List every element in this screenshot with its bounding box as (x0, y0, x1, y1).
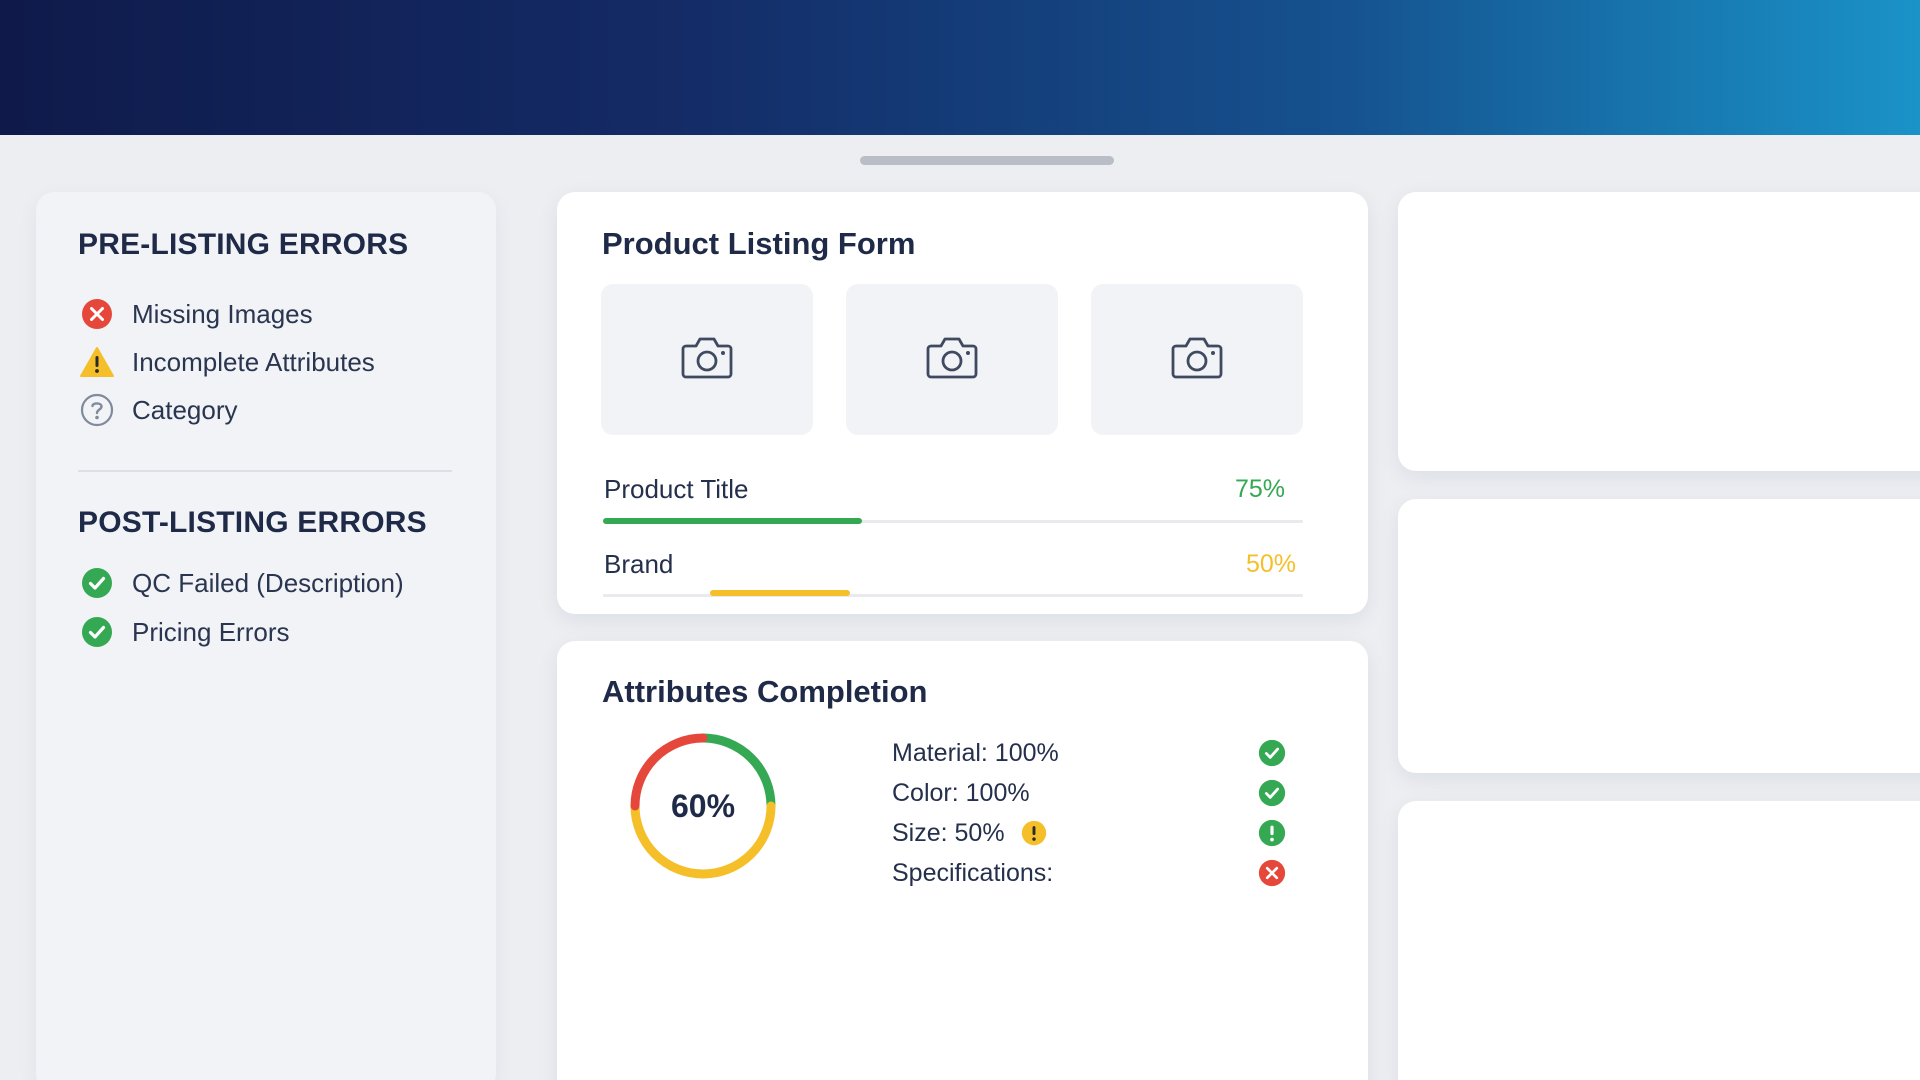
brand-label: Brand (604, 549, 674, 579)
attribute-label: Color: 100% (892, 778, 1030, 807)
photo-upload-slot-2[interactable] (846, 284, 1058, 435)
drag-handle[interactable] (860, 156, 1114, 165)
attribute-label: Size: 50% (892, 818, 1005, 847)
pre-error-label: Missing Images (132, 298, 313, 329)
product-listing-form-card: Product Listing Form Product Title 75% B… (557, 192, 1368, 614)
warning-icon (80, 345, 114, 379)
photo-upload-slot-1[interactable] (601, 284, 813, 435)
pre-error-label: Category (132, 394, 238, 425)
attribute-row-size: Size: 50% (892, 816, 1047, 850)
brand-progress (710, 590, 850, 596)
header-banner (0, 0, 1920, 135)
product-title-progress (603, 518, 862, 524)
post-error-pricing[interactable]: Pricing Errors (80, 614, 289, 650)
error-x-icon (80, 297, 114, 331)
attributes-title: Attributes Completion (602, 674, 928, 709)
camera-icon (1170, 334, 1224, 385)
attribute-row-material: Material: 100% (892, 736, 1059, 770)
donut-segment-green (698, 733, 776, 811)
pre-error-incomplete-attributes[interactable]: Incomplete Attributes (80, 344, 375, 380)
post-error-label: QC Failed (Description) (132, 567, 404, 598)
check-circle-icon (80, 615, 114, 649)
product-title-label: Product Title (604, 474, 749, 504)
attributes-completion-card: Attributes Completion 60% Material: 100%… (557, 641, 1368, 1080)
attribute-label: Material: 100% (892, 738, 1059, 767)
camera-icon (680, 334, 734, 385)
attribute-row-specifications: Specifications: (892, 856, 1053, 890)
check-circle-icon (80, 566, 114, 600)
brand-percent: 50% (1246, 550, 1297, 578)
question-icon (80, 393, 114, 427)
pre-error-missing-images[interactable]: Missing Images (80, 296, 313, 332)
section-divider (78, 470, 452, 472)
post-error-label: Pricing Errors (132, 616, 290, 647)
attribute-row-color: Color: 100% (892, 776, 1030, 810)
warning-circle-icon (1021, 820, 1047, 846)
placeholder-card-3 (1398, 801, 1920, 1080)
exclamation-circle-icon (1257, 818, 1287, 848)
camera-icon (925, 334, 979, 385)
product-title-percent: 75% (1235, 475, 1286, 503)
error-x-icon (1257, 858, 1287, 888)
donut-segment-yellow (630, 801, 776, 879)
pre-error-category[interactable]: Category (80, 392, 238, 428)
product-title-track[interactable] (603, 520, 1303, 523)
pre-listing-title: PRE-LISTING ERRORS (78, 228, 409, 261)
pre-error-label: Incomplete Attributes (132, 346, 375, 377)
brand-track[interactable] (603, 594, 1303, 597)
placeholder-card-2 (1398, 499, 1920, 773)
post-listing-title: POST-LISTING ERRORS (78, 506, 427, 539)
placeholder-card-1 (1398, 192, 1920, 471)
photo-upload-slot-3[interactable] (1091, 284, 1303, 435)
form-title: Product Listing Form (602, 226, 916, 261)
post-error-qc-failed[interactable]: QC Failed (Description) (80, 565, 404, 601)
donut-segment-red (630, 733, 708, 811)
completion-donut (630, 733, 776, 879)
check-circle-icon (1257, 738, 1287, 768)
attribute-label: Specifications: (892, 858, 1054, 887)
error-sidebar: PRE-LISTING ERRORS Missing Images Incomp… (36, 192, 496, 1080)
check-circle-icon (1257, 778, 1287, 808)
donut-percent: 60% (670, 787, 736, 824)
